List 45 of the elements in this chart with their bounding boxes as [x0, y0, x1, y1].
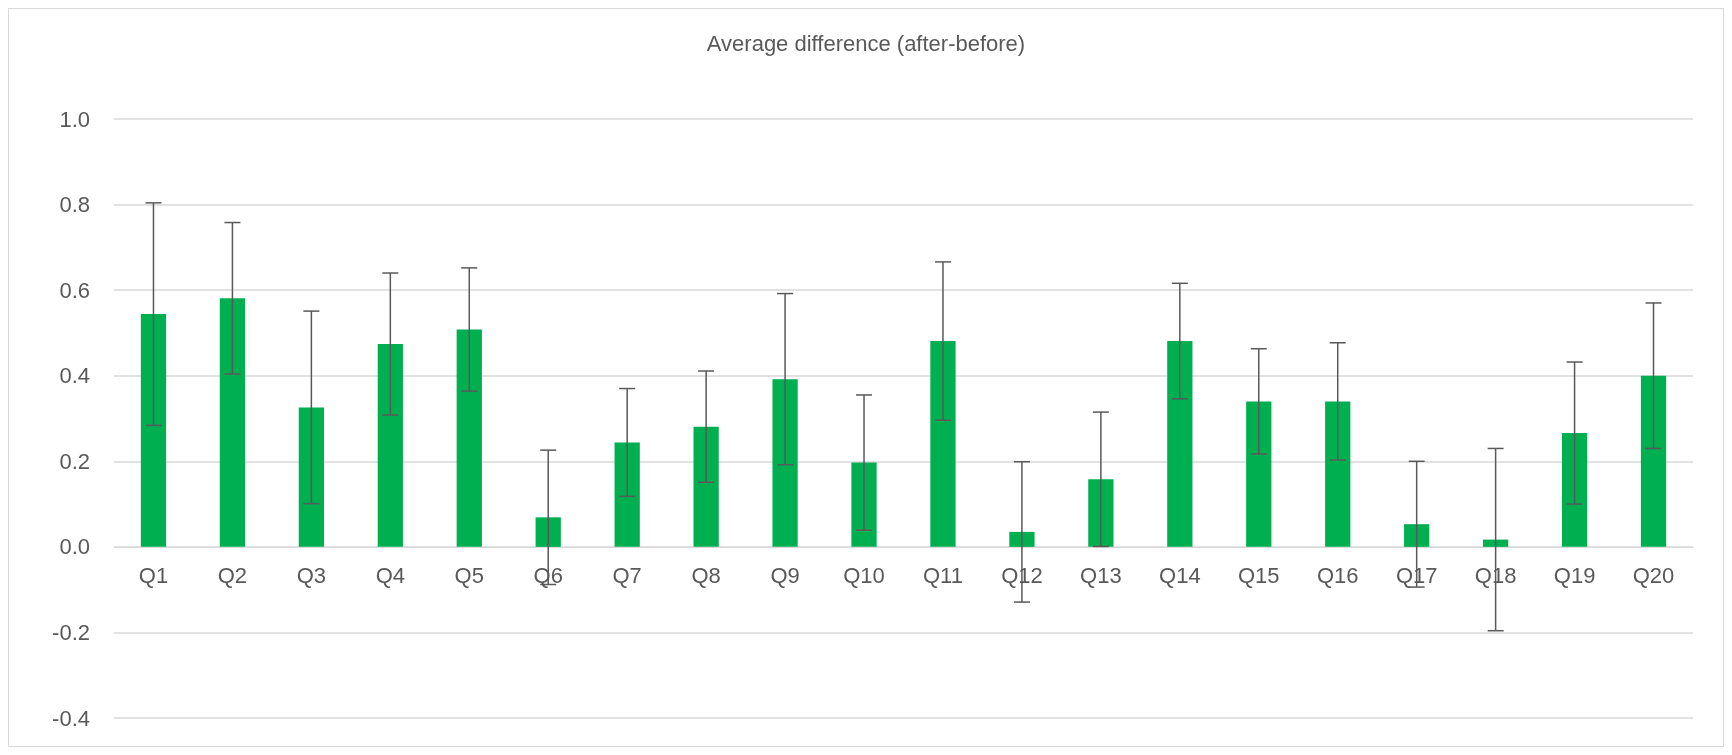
x-tick-label: Q10: [843, 563, 885, 589]
bar: [377, 344, 403, 547]
x-tick-label: Q19: [1553, 563, 1596, 589]
x-tick-label: Q1: [138, 563, 169, 589]
x-tick-label: Q13: [1080, 563, 1122, 589]
x-tick-label: Q8: [691, 563, 721, 589]
y-tick-label: 0.2: [59, 448, 90, 474]
y-tick-label: -0.4: [52, 705, 90, 731]
x-tick-label: Q16: [1316, 563, 1359, 589]
y-tick-label: 0.0: [59, 534, 90, 560]
bar: [1009, 531, 1035, 547]
x-tick-label: Q14: [1159, 563, 1201, 589]
bar: [1482, 539, 1509, 547]
y-tick-label: 0.6: [59, 277, 90, 303]
bar: [1561, 433, 1588, 547]
bar: [772, 379, 798, 547]
bar: [1088, 479, 1114, 547]
x-tick-label: Q2: [217, 563, 248, 589]
bar: [298, 407, 325, 547]
y-tick-label: 0.4: [59, 363, 90, 389]
x-tick-label: Q20: [1632, 563, 1675, 589]
y-tick-label: -0.2: [52, 619, 90, 645]
bar: [693, 426, 719, 547]
bar: [930, 341, 956, 547]
bar: [851, 462, 877, 547]
bar: [1404, 524, 1430, 547]
bar: [1246, 401, 1272, 547]
bar: [614, 442, 640, 547]
bar: [219, 298, 246, 547]
x-tick-label: Q4: [375, 563, 405, 589]
bar: [456, 329, 482, 547]
bar: [1167, 341, 1193, 547]
bar: [1640, 375, 1667, 547]
bar: [140, 314, 167, 547]
x-tick-label: Q9: [770, 563, 800, 589]
x-tick-label: Q3: [296, 563, 327, 589]
x-tick-label: Q7: [612, 563, 642, 589]
chart-title: Average difference (after-before): [706, 30, 1026, 56]
bar: [535, 517, 561, 547]
y-tick-label: 0.8: [59, 192, 90, 218]
x-tick-label: Q5: [454, 563, 484, 589]
x-tick-label: Q15: [1237, 563, 1280, 589]
y-tick-label: 1.0: [59, 106, 90, 132]
bar: [1325, 401, 1351, 547]
x-tick-label: Q11: [923, 563, 963, 589]
